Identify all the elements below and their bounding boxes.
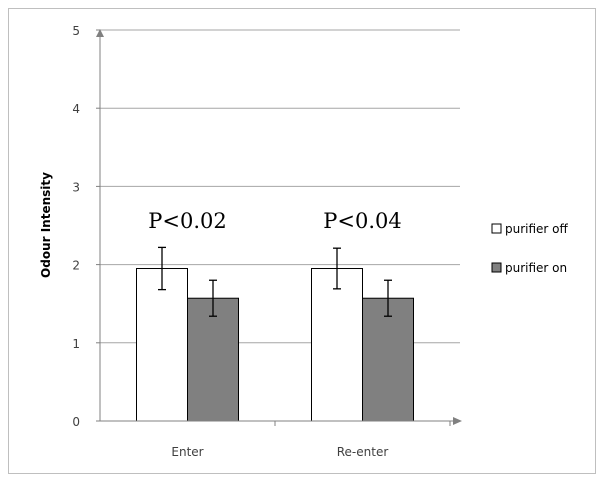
y-tick-label: 1 [72,337,80,351]
x-axis-arrow [453,417,462,425]
legend-swatch [491,262,502,273]
axes [96,29,462,426]
bars [136,268,414,422]
category-label: Enter [171,445,203,459]
bar-purifier-off-re-enter [311,268,363,422]
legend: purifier off purifier on [491,222,569,275]
y-tick-label: 4 [72,102,80,116]
annotations: P<0.02 P<0.04 [148,209,401,233]
legend-swatch [491,223,502,234]
category-label: Re-enter [337,445,389,459]
category-labels: Enter Re-enter [171,445,388,459]
y-tick-label: 0 [72,415,80,429]
p-value-annotation: P<0.04 [323,209,401,233]
y-tick-label: 5 [72,24,80,38]
bar-purifier-off-enter [136,268,188,422]
y-axis-arrow [96,29,104,37]
y-tick-label: 2 [72,259,80,273]
legend-label: purifier on [505,261,567,275]
chart-frame [8,8,596,474]
y-axis-label: Odour Intensity [39,172,53,278]
p-value-annotation: P<0.02 [148,209,226,233]
bar-purifier-on-re-enter [362,297,414,422]
error-bars [158,246,392,317]
y-tick-labels: 0 1 2 3 4 5 [72,24,80,429]
legend-label: purifier off [505,222,569,236]
y-tick-label: 3 [72,180,80,194]
